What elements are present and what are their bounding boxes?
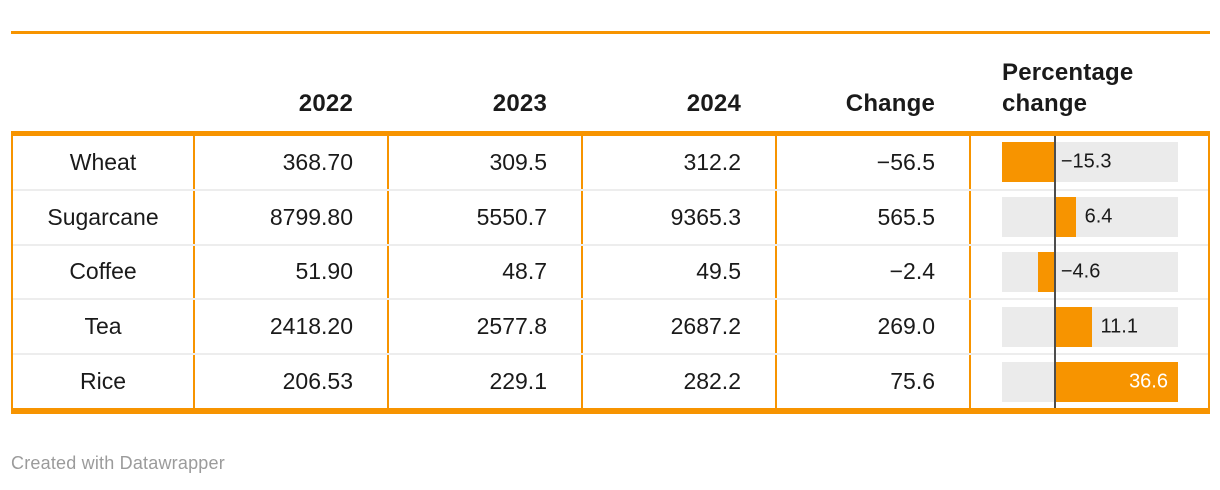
cell-2024: 2687.2: [581, 300, 775, 354]
cell-percentage-change: 11.1: [969, 300, 1208, 354]
bar-positive: [1053, 306, 1092, 347]
column-header-2024: 2024: [686, 89, 741, 117]
bar-negative: [1038, 251, 1054, 292]
cell-2023: 2577.8: [387, 300, 581, 354]
cell-2024: 282.2: [581, 355, 775, 408]
bar-value-label: −4.6: [1060, 260, 1101, 283]
cell-2022: 368.70: [193, 136, 387, 189]
table-row-coffee: Coffee 51.90 48.7 49.5 −2.4 −4.6: [13, 243, 1208, 299]
table-body: Wheat 368.70 309.5 312.2 −56.5 −15.3 Sug…: [11, 131, 1210, 414]
bar-negative: [1002, 142, 1054, 183]
column-header-product: [11, 119, 193, 131]
bar-track: 36.6: [1002, 361, 1178, 402]
cell-2023: 5550.7: [387, 190, 581, 244]
cell-2023: 229.1: [387, 355, 581, 408]
cell-percentage-change: −15.3: [969, 136, 1208, 189]
bar-track: −15.3: [1002, 142, 1178, 183]
bar-track: −4.6: [1002, 251, 1178, 292]
zero-baseline: [1053, 136, 1056, 408]
cell-2022: 8799.80: [193, 190, 387, 244]
row-label: Wheat: [69, 148, 137, 175]
row-label: Rice: [79, 368, 126, 395]
column-header-2023: 2023: [492, 89, 547, 117]
table-row-sugarcane: Sugarcane 8799.80 5550.7 9365.3 565.5 6.…: [13, 188, 1208, 244]
bar-value-label: −15.3: [1060, 150, 1112, 173]
cell-change: −2.4: [775, 245, 969, 299]
row-label: Tea: [84, 313, 122, 340]
cell-2024: 312.2: [581, 136, 775, 189]
cell-percentage-change: 36.6: [969, 355, 1208, 408]
bar-track: 6.4: [1002, 197, 1178, 238]
bar-positive: [1053, 197, 1076, 238]
cell-percentage-change: −4.6: [969, 245, 1208, 299]
bar-track: 11.1: [1002, 306, 1178, 347]
table-row-tea: Tea 2418.20 2577.8 2687.2 269.0 11.1: [13, 298, 1208, 354]
bar-value-label: 11.1: [1100, 315, 1138, 338]
cell-2022: 51.90: [193, 245, 387, 299]
column-header-2022: 2022: [298, 89, 353, 117]
cell-percentage-change: 6.4: [969, 190, 1208, 244]
cell-2023: 48.7: [387, 245, 581, 299]
column-header-change: Change: [845, 89, 935, 117]
table-row-wheat: Wheat 368.70 309.5 312.2 −56.5 −15.3: [13, 136, 1208, 189]
bar-positive: [1053, 361, 1178, 402]
datawrapper-attribution-link[interactable]: Created with Datawrapper: [11, 453, 225, 473]
bar-value-label: 6.4: [1084, 205, 1113, 228]
cell-change: 565.5: [775, 190, 969, 244]
cell-change: 75.6: [775, 355, 969, 408]
cell-2024: 49.5: [581, 245, 775, 299]
table-row-rice: Rice 206.53 229.1 282.2 75.6 36.6: [13, 353, 1208, 408]
bar-value-label: 36.6: [1129, 370, 1168, 393]
cell-2023: 309.5: [387, 136, 581, 189]
row-label: Coffee: [69, 258, 137, 285]
table-header: 2022 2023 2024 Change Percentage change: [11, 34, 1210, 131]
cell-2022: 206.53: [193, 355, 387, 408]
row-label: Sugarcane: [47, 203, 159, 230]
top-divider-rule: [11, 31, 1210, 34]
cell-2022: 2418.20: [193, 300, 387, 354]
cell-2024: 9365.3: [581, 190, 775, 244]
column-header-percentage-change: Percentage change: [1002, 58, 1134, 117]
cell-change: 269.0: [775, 300, 969, 354]
cell-change: −56.5: [775, 136, 969, 189]
